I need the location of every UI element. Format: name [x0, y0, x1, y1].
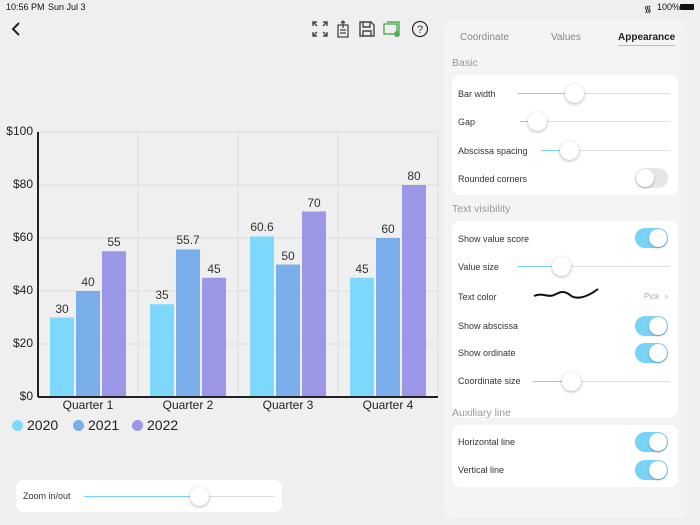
gap-slider[interactable] [520, 112, 670, 131]
basic-card: Bar width Gap Abscissa spacing Rounded c… [452, 75, 678, 195]
aux-card: Horizontal line Vertical line [452, 425, 678, 487]
vertical-line-label: Vertical line [458, 465, 505, 475]
y-tick-label: $40 [12, 283, 33, 297]
value-label: 60 [381, 222, 395, 236]
text-color-swatch[interactable] [532, 287, 602, 303]
back-icon[interactable] [8, 20, 26, 38]
settings-panel: Coordinate Values Appearance Basic Bar w… [444, 20, 687, 518]
coordinate-size-label: Coordinate size [458, 376, 521, 386]
show-value-score-label: Show value score [458, 234, 530, 244]
value-label: 80 [407, 169, 421, 183]
image-icon[interactable] [383, 20, 401, 38]
value-label: 45 [355, 261, 369, 276]
horizontal-line-toggle[interactable] [635, 432, 668, 452]
battery-icon [680, 4, 694, 10]
bar-width-slider[interactable] [518, 84, 670, 103]
x-tick-label: Quarter 3 [262, 398, 314, 412]
bar-width-label: Bar width [458, 89, 496, 99]
legend-2020: 2020 [12, 417, 58, 433]
zoom-label: Zoom in/out [23, 491, 71, 501]
bar-2020-3 [250, 236, 274, 397]
text-card: Show value score Value size Text color P… [452, 221, 678, 417]
bar-chart [37, 131, 439, 398]
tab-appearance[interactable]: Appearance [618, 32, 676, 46]
value-label: 55 [107, 235, 121, 250]
legend-2022: 2022 [132, 417, 178, 433]
svg-text:?: ? [417, 24, 423, 36]
save-icon[interactable] [358, 20, 376, 38]
y-tick-label: $60 [12, 230, 33, 244]
chevron-right-icon: › [665, 291, 668, 301]
bar-2022-2 [202, 277, 226, 397]
zoom-control: Zoom in/out [16, 480, 282, 512]
tab-coordinate[interactable]: Coordinate [460, 32, 509, 43]
zoom-slider[interactable] [84, 487, 275, 506]
bar-2022-3 [302, 211, 326, 397]
bar-2020-4 [350, 277, 374, 397]
status-date: Sun Jul 3 [48, 2, 86, 12]
value-label: 30 [55, 301, 69, 316]
bar-2021-1 [76, 291, 100, 397]
abscissa-spacing-slider[interactable] [541, 141, 670, 160]
bar-2021-2 [176, 249, 200, 397]
coordinate-size-slider[interactable] [533, 372, 670, 391]
section-text-visibility: Text visibility [452, 203, 511, 215]
rounded-corners-toggle[interactable] [635, 168, 668, 188]
value-label: 35 [155, 288, 169, 303]
bar-2022-4 [402, 185, 426, 397]
x-tick-label: Quarter 1 [62, 398, 114, 412]
legend-2021: 2021 [73, 417, 119, 433]
export-icon[interactable] [334, 20, 352, 38]
pick-color-button[interactable]: Pick [644, 292, 660, 301]
y-tick-label: $100 [6, 124, 33, 138]
section-basic: Basic [452, 57, 478, 69]
value-size-label: Value size [458, 262, 499, 272]
bar-2020-2 [150, 304, 174, 397]
battery-level: 100% [657, 2, 681, 12]
value-label: 55.7 [176, 233, 200, 248]
fullscreen-icon[interactable] [311, 20, 329, 38]
value-label: 50 [281, 248, 295, 263]
y-tick-label: $80 [12, 177, 33, 191]
x-tick-label: Quarter 4 [362, 398, 414, 412]
status-time: 10:56 PM [6, 2, 45, 12]
value-label: 40 [81, 275, 95, 289]
bar-2020-1 [50, 317, 74, 397]
value-size-slider[interactable] [518, 257, 670, 276]
show-ordinate-label: Show ordinate [458, 348, 516, 358]
y-tick-label: $0 [19, 389, 33, 403]
show-value-score-toggle[interactable] [635, 228, 668, 248]
text-color-label: Text color [458, 292, 497, 302]
value-label: 70 [307, 195, 321, 210]
x-tick-label: Quarter 2 [162, 398, 214, 412]
abscissa-spacing-label: Abscissa spacing [458, 146, 528, 156]
bar-2022-1 [102, 251, 126, 397]
y-tick-label: $20 [12, 336, 33, 350]
help-icon[interactable]: ? [411, 20, 429, 38]
bar-2021-4 [376, 238, 400, 397]
horizontal-line-label: Horizontal line [458, 437, 516, 447]
bar-2021-3 [276, 264, 300, 397]
rounded-corners-label: Rounded corners [458, 174, 528, 184]
show-abscissa-toggle[interactable] [635, 316, 668, 336]
wifi-icon: ᯾ [644, 4, 652, 14]
show-abscissa-label: Show abscissa [458, 321, 519, 331]
value-label: 60.6 [250, 220, 274, 235]
show-ordinate-toggle[interactable] [635, 343, 668, 363]
section-auxiliary-line: Auxiliary line [452, 407, 511, 419]
value-label: 45 [207, 261, 221, 276]
tab-values[interactable]: Values [551, 32, 581, 43]
vertical-line-toggle[interactable] [635, 460, 668, 480]
gap-label: Gap [458, 117, 476, 127]
